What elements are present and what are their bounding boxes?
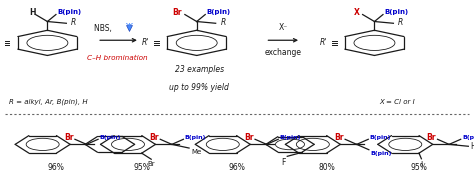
Text: 80%: 80% [318,163,335,172]
Text: Me: Me [191,149,202,155]
Text: B(pin): B(pin) [370,151,392,156]
Text: I: I [420,160,422,170]
Text: exchange: exchange [264,48,302,57]
Text: B(pin): B(pin) [57,9,81,15]
Text: F: F [281,158,285,167]
Text: R: R [398,18,403,27]
Text: X⁻: X⁻ [279,23,288,33]
Text: H: H [471,142,474,151]
Text: R': R' [142,38,149,47]
Text: B(pin): B(pin) [185,135,206,140]
Text: B(pin): B(pin) [100,135,121,140]
Text: B(pin): B(pin) [370,135,391,140]
Text: X = Cl or I: X = Cl or I [379,99,415,104]
Text: Br: Br [64,133,73,142]
Text: R: R [220,18,226,27]
Text: B(pin): B(pin) [206,9,230,15]
Text: NBS,: NBS, [93,23,114,33]
Text: X: X [354,8,359,17]
Text: B(pin): B(pin) [384,9,408,15]
Text: B(pin): B(pin) [280,135,301,140]
Text: 96%: 96% [48,163,65,172]
Text: 96%: 96% [228,163,245,172]
Text: R = alkyl, Ar, B(pin), H: R = alkyl, Ar, B(pin), H [9,98,88,105]
Text: Br: Br [172,8,182,17]
Text: Br: Br [147,161,155,167]
Text: up to 99% yield: up to 99% yield [169,83,229,92]
Text: 95%: 95% [410,163,428,172]
Text: Br: Br [334,133,344,142]
Text: B(pin): B(pin) [462,135,474,140]
Text: C–H bromination: C–H bromination [87,55,148,61]
Text: R: R [71,18,76,27]
Text: Br: Br [244,133,254,142]
Text: Br: Br [149,133,159,142]
Text: 23 examples: 23 examples [174,65,224,75]
Text: R': R' [319,38,327,47]
Text: Br: Br [427,133,436,142]
Text: 95%: 95% [133,163,150,172]
Text: H: H [29,8,36,17]
